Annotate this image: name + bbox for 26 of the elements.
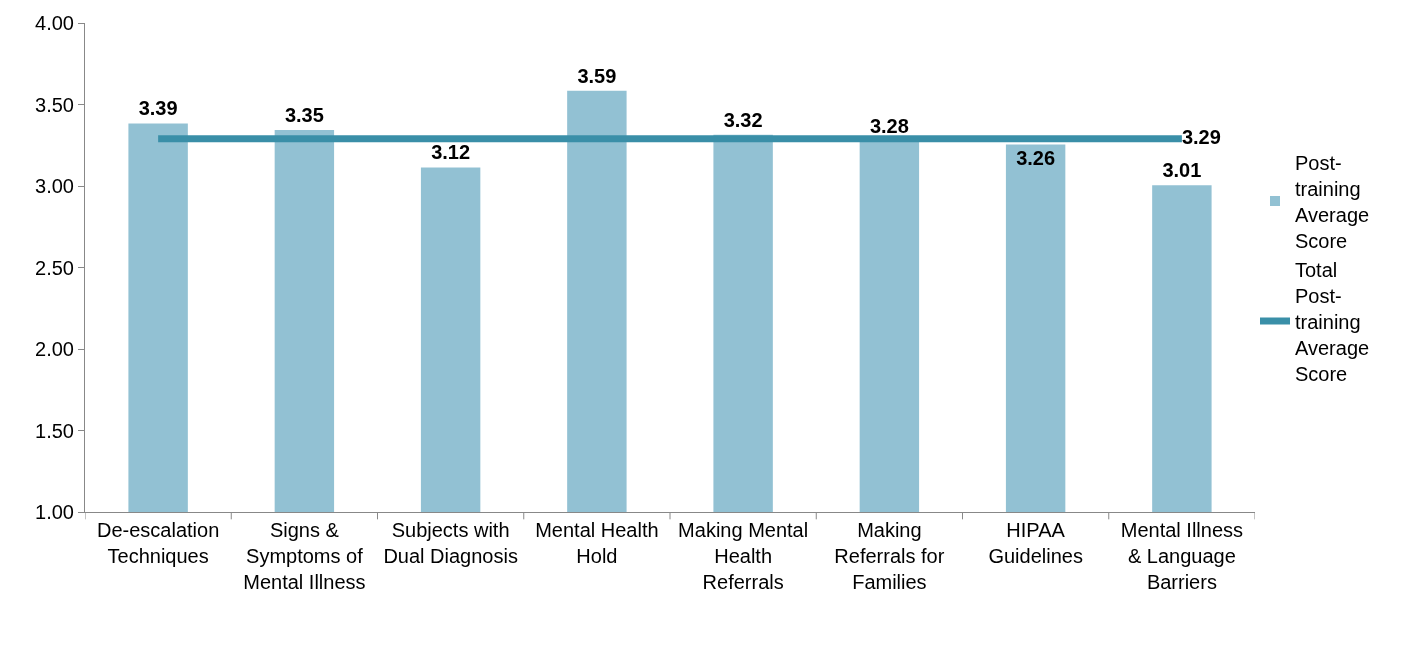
data-label: 3.35 bbox=[284, 103, 324, 126]
y-tick-label: 3.00 bbox=[35, 175, 74, 197]
data-label: 3.26 bbox=[1016, 146, 1056, 169]
x-tick-label: Mental Health Hold bbox=[535, 519, 659, 567]
data-label: 3.39 bbox=[138, 97, 178, 120]
y-tick-label: 2.50 bbox=[35, 256, 74, 279]
data-label: 3.29 bbox=[1181, 125, 1221, 148]
x-tick-label: De-escalation Techniques bbox=[96, 519, 220, 567]
x-tick-label: Subjects with Dual Diagnosis bbox=[383, 519, 518, 567]
x-tick-label: Signs & Symptoms of Mental Illness bbox=[243, 519, 366, 593]
y-tick-label: 3.50 bbox=[35, 93, 74, 116]
legend-label: Post-training Average Score bbox=[1295, 151, 1370, 252]
x-tick-label: Making Referrals for Families bbox=[834, 519, 945, 593]
x-tick-label: Making Mental Health Referrals bbox=[678, 519, 809, 593]
data-label: 3.01 bbox=[1162, 159, 1202, 182]
x-tick-label: HIPAA Guidelines bbox=[988, 519, 1083, 567]
y-tick-label: 1.50 bbox=[35, 419, 74, 442]
data-label: 3.59 bbox=[577, 64, 617, 87]
y-tick-label: 2.00 bbox=[35, 338, 74, 360]
legend-label: Total Post-training Average Score bbox=[1295, 258, 1370, 385]
data-label: 3.32 bbox=[723, 108, 763, 131]
y-tick-label: 4.00 bbox=[35, 12, 74, 34]
data-label: 3.28 bbox=[869, 115, 909, 138]
x-tick-label: Mental Illness & Language Barriers bbox=[1120, 519, 1244, 593]
y-tick-label: 1.00 bbox=[35, 501, 74, 523]
data-label: 3.12 bbox=[431, 141, 471, 164]
